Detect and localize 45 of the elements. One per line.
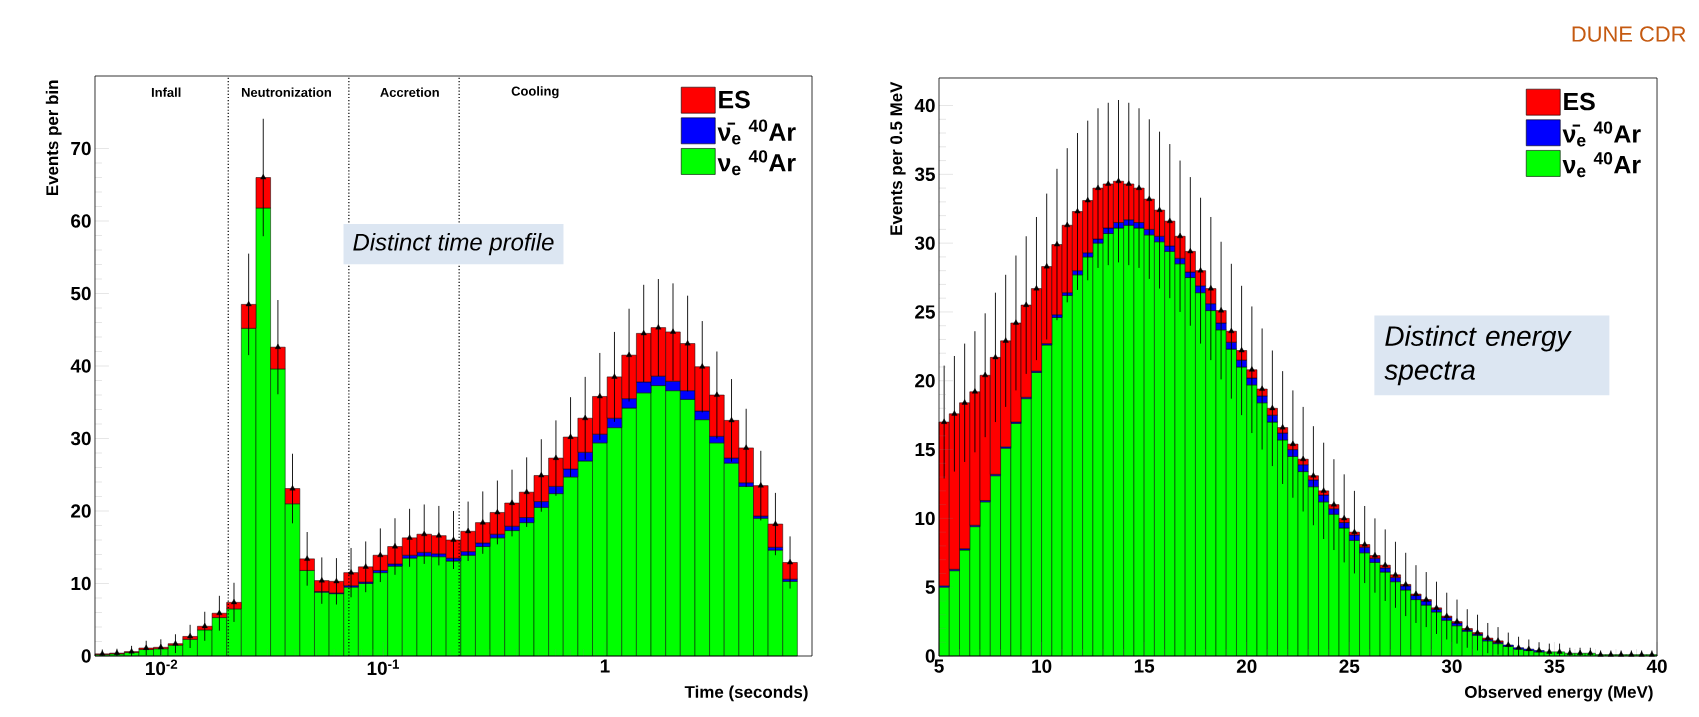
x-tick-label: 10$^{-1}$	[367, 659, 400, 676]
x-tick-label: 10$^{-2}$	[146, 659, 178, 676]
y-tick-label: 40	[914, 98, 935, 113]
y-tick-label: 10	[71, 576, 91, 591]
y-tick-label: 0	[81, 649, 91, 663]
legend-label: ν̄$_{e}$ $^{40}$Ar	[1562, 121, 1641, 147]
x-tick-label: 20	[1236, 659, 1257, 673]
x-tick-label: 5	[934, 659, 944, 673]
annotation: Neutronization	[241, 87, 331, 97]
x-axis-title: Observed energy (MeV)	[1465, 685, 1653, 702]
y-tick-label: 35	[914, 167, 935, 182]
annotation: Distinct energy spectra	[1384, 325, 1572, 386]
legend-label: ν$_{e}$ $^{40}$Ar	[717, 150, 796, 176]
y-tick-label: 20	[71, 504, 91, 518]
y-tick-label: 15	[915, 442, 935, 457]
legend-label: ES	[1564, 92, 1595, 111]
annotation: Distinct time profile	[353, 233, 554, 256]
x-tick-label: 40	[1646, 659, 1667, 673]
y-tick-label: 25	[915, 305, 935, 319]
y-tick-label: 20	[915, 374, 935, 388]
annotation: Infall	[151, 87, 181, 97]
y-tick-label: 0	[925, 649, 935, 663]
legend-label: ES	[719, 90, 750, 109]
y-axis-title: Events per bin	[45, 80, 62, 196]
x-tick-label: 35	[1544, 659, 1565, 673]
x-tick-label: 10	[1032, 659, 1052, 673]
annotation: Cooling	[511, 86, 559, 99]
y-tick-label: 10	[915, 511, 935, 526]
y-tick-label: 70	[71, 141, 91, 156]
y-tick-label: 5	[925, 580, 935, 594]
x-axis-title: Time (seconds)	[684, 685, 808, 702]
x-tick-label: 30	[1441, 659, 1462, 673]
annotation: Accretion	[380, 87, 439, 97]
y-tick-label: 50	[71, 286, 91, 301]
text: DUNE CDR	[1572, 26, 1686, 42]
x-tick-label: 1	[600, 659, 610, 673]
legend-label: ν$_{e}$ $^{40}$Ar	[1562, 152, 1641, 178]
x-tick-label: 15	[1134, 659, 1155, 673]
y-tick-label: 60	[71, 214, 91, 228]
y-axis-title: Events per 0.5 MeV	[890, 81, 906, 235]
y-tick-label: 30	[914, 236, 935, 250]
legend-label: ν̄$_{e}$ $^{40}$Ar	[717, 119, 796, 145]
x-tick-label: 25	[1339, 659, 1360, 673]
y-tick-label: 30	[70, 431, 91, 446]
y-tick-label: 40	[70, 359, 91, 373]
